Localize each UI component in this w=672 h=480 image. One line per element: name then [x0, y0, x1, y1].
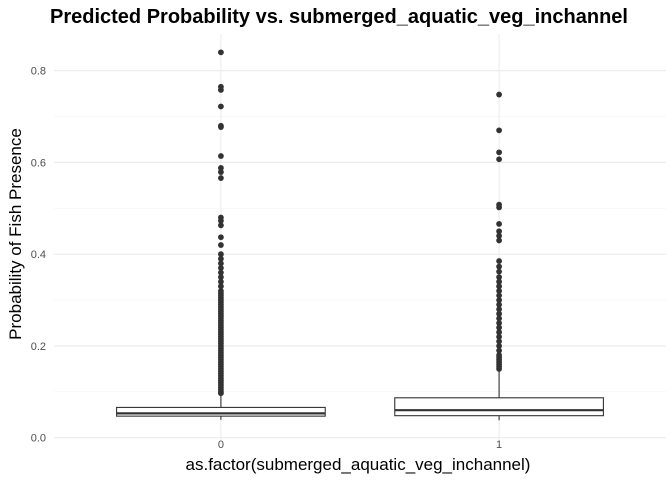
outlier-point [218, 278, 224, 285]
y-tick-labels: 0.0 0.2 0.4 0.6 0.8 [31, 66, 46, 445]
outlier-point [496, 338, 502, 345]
box-series [116, 49, 604, 421]
y-tick-label: 0.4 [31, 249, 46, 261]
outlier-point [218, 251, 224, 258]
outlier-point [496, 278, 502, 285]
outlier-point [496, 324, 502, 331]
outlier-point [496, 274, 502, 281]
outlier-point [218, 274, 224, 281]
outlier-point [496, 91, 502, 98]
outlier-point [496, 268, 502, 275]
outlier-point [496, 329, 502, 336]
box-iqr [116, 406, 326, 417]
outlier-point [496, 297, 502, 303]
outlier-point [218, 153, 224, 159]
outlier-point [218, 269, 224, 276]
outlier-point [496, 228, 502, 235]
outlier-point [496, 347, 502, 354]
outlier-point [496, 221, 502, 227]
x-tick-label: 1 [496, 439, 502, 451]
outlier-point [496, 283, 502, 290]
outlier-point [218, 103, 224, 110]
box-group-0 [116, 49, 326, 420]
outlier-point [496, 237, 502, 244]
outlier-point [496, 292, 502, 299]
box-group-1 [394, 91, 604, 421]
outlier-point [496, 263, 502, 270]
box-iqr [394, 397, 604, 417]
y-tick-label: 0.6 [31, 157, 46, 169]
y-tick-label: 0.8 [31, 66, 46, 78]
outlier-point [218, 260, 224, 267]
outlier-point [496, 315, 502, 322]
outlier-point [218, 175, 224, 181]
outlier-point [218, 390, 224, 397]
outlier-point [496, 320, 502, 326]
outlier-point [218, 165, 224, 171]
outlier-point [218, 283, 224, 290]
chart-title: Predicted Probability vs. submerged_aqua… [50, 6, 628, 28]
outlier-point [218, 222, 224, 229]
outlier-point [218, 217, 224, 224]
y-axis-title: Probability of Fish Presence [6, 128, 25, 340]
outlier-point [496, 204, 502, 211]
outlier-point [496, 288, 502, 294]
y-tick-label: 0.0 [31, 433, 46, 445]
outlier-point [496, 306, 502, 313]
outlier-point [218, 242, 224, 248]
outlier-point [496, 365, 502, 372]
outlier-point [496, 333, 502, 340]
x-tick-label: 0 [218, 439, 224, 451]
outlier-point [496, 127, 502, 134]
x-axis-title: as.factor(submerged_aquatic_veg_inchanne… [186, 455, 531, 474]
outlier-point [496, 149, 502, 156]
outlier-point [496, 310, 502, 317]
outlier-point [218, 169, 224, 175]
outlier-point [496, 301, 502, 308]
outlier-point [218, 49, 224, 56]
outlier-point [218, 124, 224, 131]
outlier-point [496, 343, 502, 349]
y-tick-label: 0.2 [31, 341, 46, 353]
outlier-point [218, 265, 224, 271]
outlier-point [496, 232, 502, 239]
outlier-point [496, 156, 502, 163]
outlier-point [496, 258, 502, 264]
grid-lines [54, 34, 666, 440]
outlier-point [218, 87, 224, 93]
outlier-point [218, 234, 224, 241]
outlier-point [218, 255, 224, 262]
